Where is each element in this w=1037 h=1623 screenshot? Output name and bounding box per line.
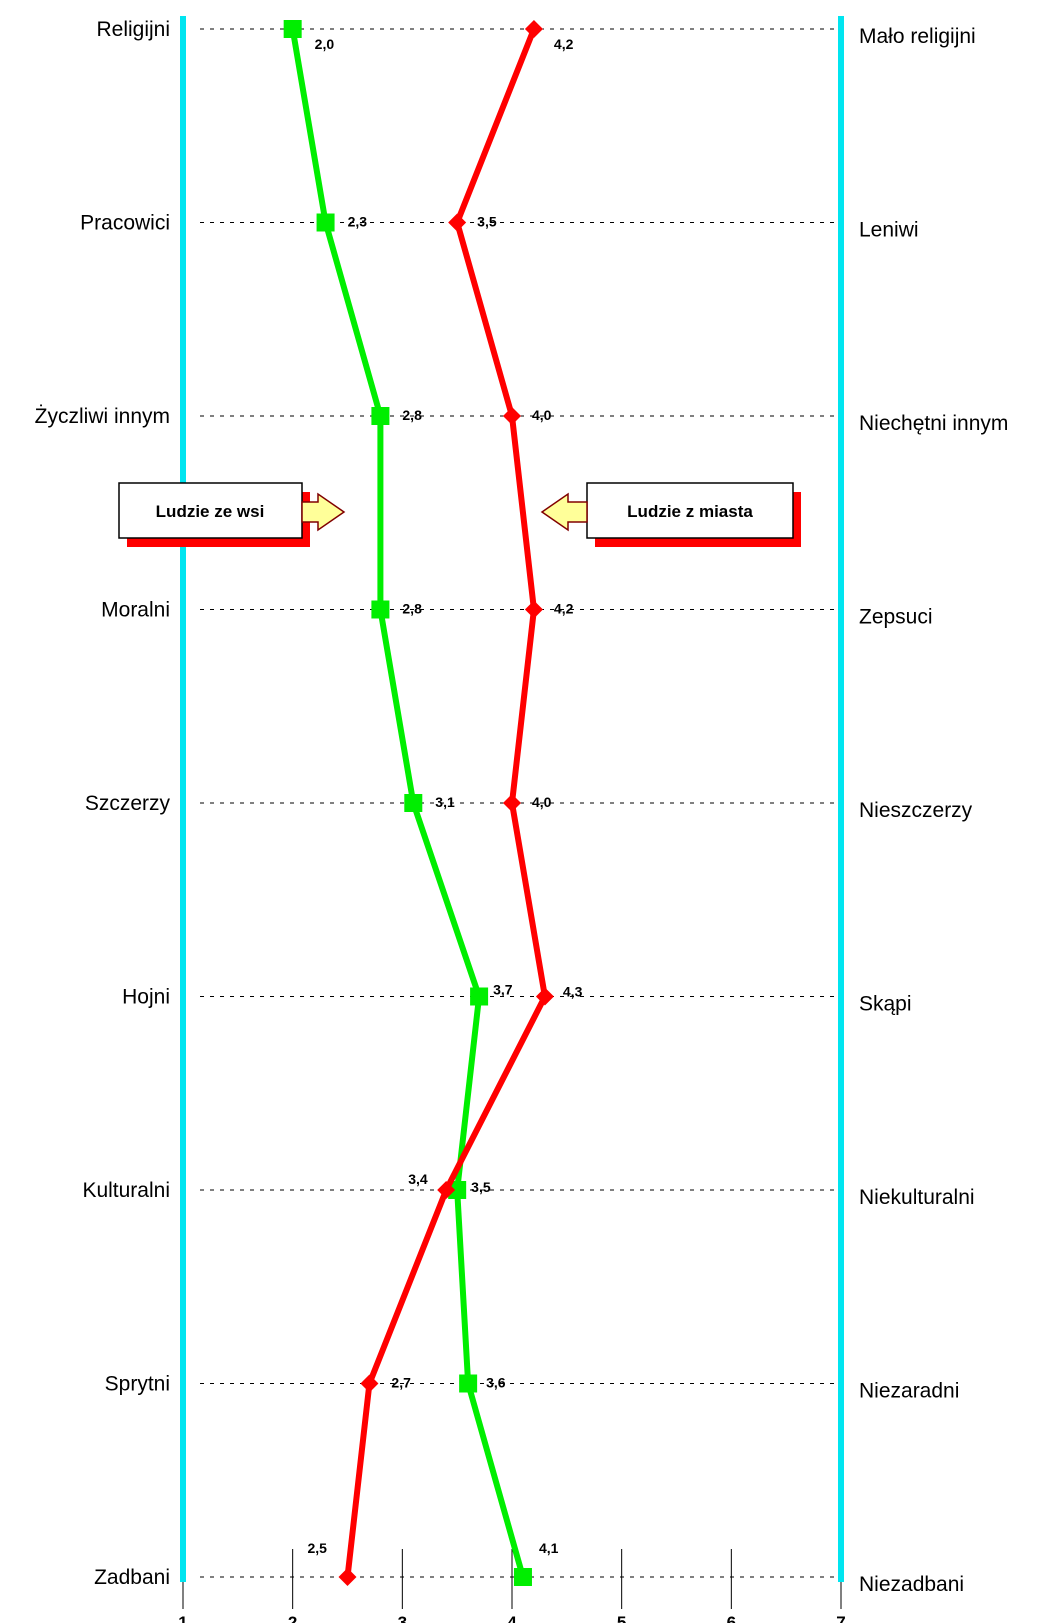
data-labels: 2,0 2,3 2,8 2,8 3,1 3,7 3,5 3,6 4,1 4,2 3,5 4,0 4,2 4… [308, 36, 583, 1556]
callout-urban-label: Ludzie z miasta [627, 502, 753, 521]
category-label-left: Szczerzy [85, 792, 171, 815]
marker-square [404, 794, 423, 812]
callout-urban-box [586, 482, 794, 539]
category-label-right: Niechętni innym [859, 412, 1008, 435]
marker-square [513, 1568, 532, 1586]
x-tick-label: 3 [398, 1613, 407, 1623]
marker-diamond [338, 1568, 357, 1586]
data-label: 2,5 [308, 1540, 328, 1556]
data-label: 3,6 [486, 1375, 506, 1391]
data-label: 3,7 [493, 982, 513, 998]
category-label-right: Skąpi [859, 993, 912, 1016]
marker-diamond [524, 600, 543, 619]
marker-diamond [503, 407, 521, 425]
data-label: 4,2 [554, 601, 574, 617]
category-label-right: Zepsuci [859, 606, 933, 629]
marker-square [371, 407, 390, 425]
category-label-right: Niezaradni [859, 1380, 959, 1403]
callout-rural-box [118, 482, 303, 539]
data-label: 3,1 [435, 794, 455, 810]
category-label-left: Moralni [101, 599, 170, 622]
marker-diamond [448, 213, 467, 232]
scale-boundaries [180, 16, 844, 1582]
category-label-right: Nieszczerzy [859, 799, 973, 822]
x-tick-label: 2 [288, 1613, 297, 1623]
marker-diamond [503, 794, 521, 812]
marker-diamond [535, 987, 554, 1006]
callout-rural: Ludzie ze wsi [118, 482, 346, 547]
marker-diamond [437, 1181, 456, 1199]
marker-square [283, 20, 302, 38]
category-label-right: Leniwi [859, 219, 919, 242]
marker-square [316, 213, 335, 232]
callout-urban-arrow-icon [540, 492, 588, 532]
marker-square [470, 987, 489, 1006]
category-label-left: Religijni [96, 18, 170, 41]
category-label-left: Sprytni [105, 1373, 170, 1396]
category-label-right: Niezadbani [859, 1573, 964, 1596]
category-label-left: Życzliwi innym [35, 405, 170, 428]
x-tick-label: 5 [617, 1613, 626, 1623]
category-labels: Religijni Pracowici Życzliwi innym Moralni S… [35, 18, 1009, 1596]
callout-rural-label: Ludzie ze wsi [156, 502, 265, 521]
category-label-left: Kulturalni [82, 1179, 170, 1202]
data-label: 4,1 [539, 1540, 559, 1556]
category-label-left: Pracowici [80, 212, 170, 235]
marker-square [371, 600, 390, 619]
data-label: 2,8 [402, 601, 422, 617]
series-lines [283, 20, 554, 1586]
marker-square [448, 1181, 467, 1199]
data-label: 4,3 [563, 984, 583, 1000]
marker-diamond [524, 20, 543, 38]
category-label-left: Zadbani [94, 1566, 170, 1589]
data-label: 3,4 [408, 1171, 428, 1187]
x-tick-label: 1 [178, 1613, 187, 1623]
data-label: 4,0 [532, 407, 552, 423]
data-label: 2,0 [315, 36, 335, 52]
category-label-right: Mało religijni [859, 25, 976, 48]
x-tick-label: 7 [836, 1613, 845, 1623]
data-label: 2,8 [402, 407, 422, 423]
x-tick-label: 4 [507, 1613, 517, 1623]
category-label-left: Hojni [122, 986, 170, 1009]
callout-rural-arrow-icon [301, 492, 346, 532]
data-label: 3,5 [477, 214, 497, 230]
data-label: 4,0 [532, 794, 552, 810]
callout-urban: Ludzie z miasta [540, 482, 801, 547]
data-label: 2,3 [348, 214, 368, 230]
x-axis: 1 2 3 4 5 6 7 [178, 1549, 846, 1623]
data-label: 4,2 [554, 36, 574, 52]
category-label-right: Niekulturalni [859, 1186, 975, 1209]
marker-square [459, 1374, 478, 1393]
marker-diamond [360, 1374, 379, 1393]
data-label: 2,7 [391, 1375, 411, 1391]
x-tick-label: 6 [727, 1613, 736, 1623]
data-label: 3,5 [471, 1179, 491, 1195]
